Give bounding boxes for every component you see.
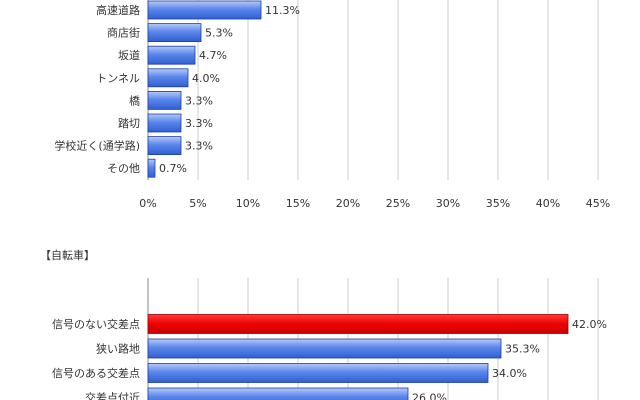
data-label: 26.0% [412,392,447,400]
x-tick-label: 0% [139,197,156,210]
bar [147,387,409,400]
bar [147,136,182,156]
data-label: 3.3% [185,117,213,130]
x-tick-label: 15% [286,197,310,210]
x-tick-label: 25% [386,197,410,210]
data-label: 3.3% [185,140,213,153]
category-label: 商店街 [107,26,140,40]
category-label: 学校近く(通学路) [54,139,140,153]
category-label: 信号のある交差点 [52,366,140,380]
category-label: 坂道 [118,48,140,62]
x-tick-label: 20% [336,197,360,210]
category-label: 踏切 [118,116,140,130]
x-tick-label: 45% [586,197,610,210]
x-tick-label: 30% [436,197,460,210]
bar [147,45,196,65]
bar [147,314,569,334]
category-label: 信号のない交差点 [52,317,140,331]
bar [147,363,489,383]
data-label: 0.7% [159,162,187,175]
x-tick-label: 5% [189,197,206,210]
bar [147,113,182,133]
data-label: 11.3% [265,4,300,17]
category-label: 高速道路 [96,3,140,17]
category-label: その他 [107,162,140,175]
bar [147,158,156,178]
x-tick-label: 10% [236,197,260,210]
x-tick-label: 35% [486,197,510,210]
data-label: 3.3% [185,94,213,107]
category-label: 狭い路地 [96,343,140,356]
section-label-bicycle: 【自転車】 [40,249,95,262]
data-label: 35.3% [505,343,540,356]
data-label: 4.0% [192,72,220,85]
data-label: 42.0% [572,318,607,331]
category-label: 橋 [129,93,140,107]
data-label: 34.0% [492,367,527,380]
data-label: 5.3% [205,27,233,40]
bar [147,23,202,43]
bar [147,0,262,20]
bar [147,68,189,88]
category-label: 交差点付近 [85,391,140,400]
bar [147,91,182,110]
bar [147,338,502,359]
data-label: 4.7% [199,49,227,62]
category-label: トンネル [96,72,140,85]
x-tick-label: 40% [536,197,560,210]
